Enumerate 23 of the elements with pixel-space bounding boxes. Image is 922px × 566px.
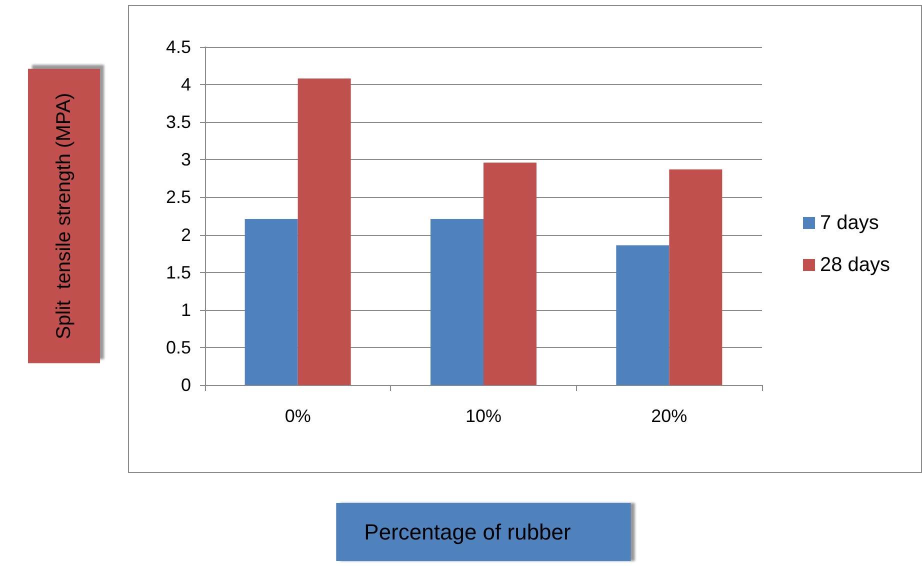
bar bbox=[244, 219, 298, 385]
y-tick-label: 1.5 bbox=[166, 262, 191, 282]
bar bbox=[669, 169, 722, 385]
bar bbox=[616, 245, 670, 385]
y-tick-label: 1 bbox=[180, 300, 191, 320]
legend-label: 7 days bbox=[820, 212, 879, 234]
x-tick-label: 0% bbox=[284, 406, 311, 426]
y-tick-label: 4 bbox=[180, 74, 191, 95]
y-tick-label: 2.5 bbox=[166, 187, 191, 208]
y-tick-label: 3.5 bbox=[166, 112, 191, 132]
y-axis-title: Split tensile strength (MPA) bbox=[53, 92, 75, 340]
x-axis-title: Percentage of rubber bbox=[364, 520, 571, 544]
y-tick-label: 3 bbox=[180, 150, 191, 170]
legend-label: 28 days bbox=[820, 254, 890, 276]
x-tick-label: 20% bbox=[651, 406, 688, 426]
y-tick-label: 0.5 bbox=[166, 337, 191, 358]
x-tick-label: 10% bbox=[465, 406, 502, 426]
y-tick-label: 0 bbox=[180, 375, 191, 395]
y-tick-label: 2 bbox=[180, 224, 191, 245]
y-tick-label: 4.5 bbox=[166, 37, 191, 57]
bar bbox=[298, 78, 351, 385]
bar bbox=[430, 219, 484, 385]
bar bbox=[484, 162, 536, 385]
